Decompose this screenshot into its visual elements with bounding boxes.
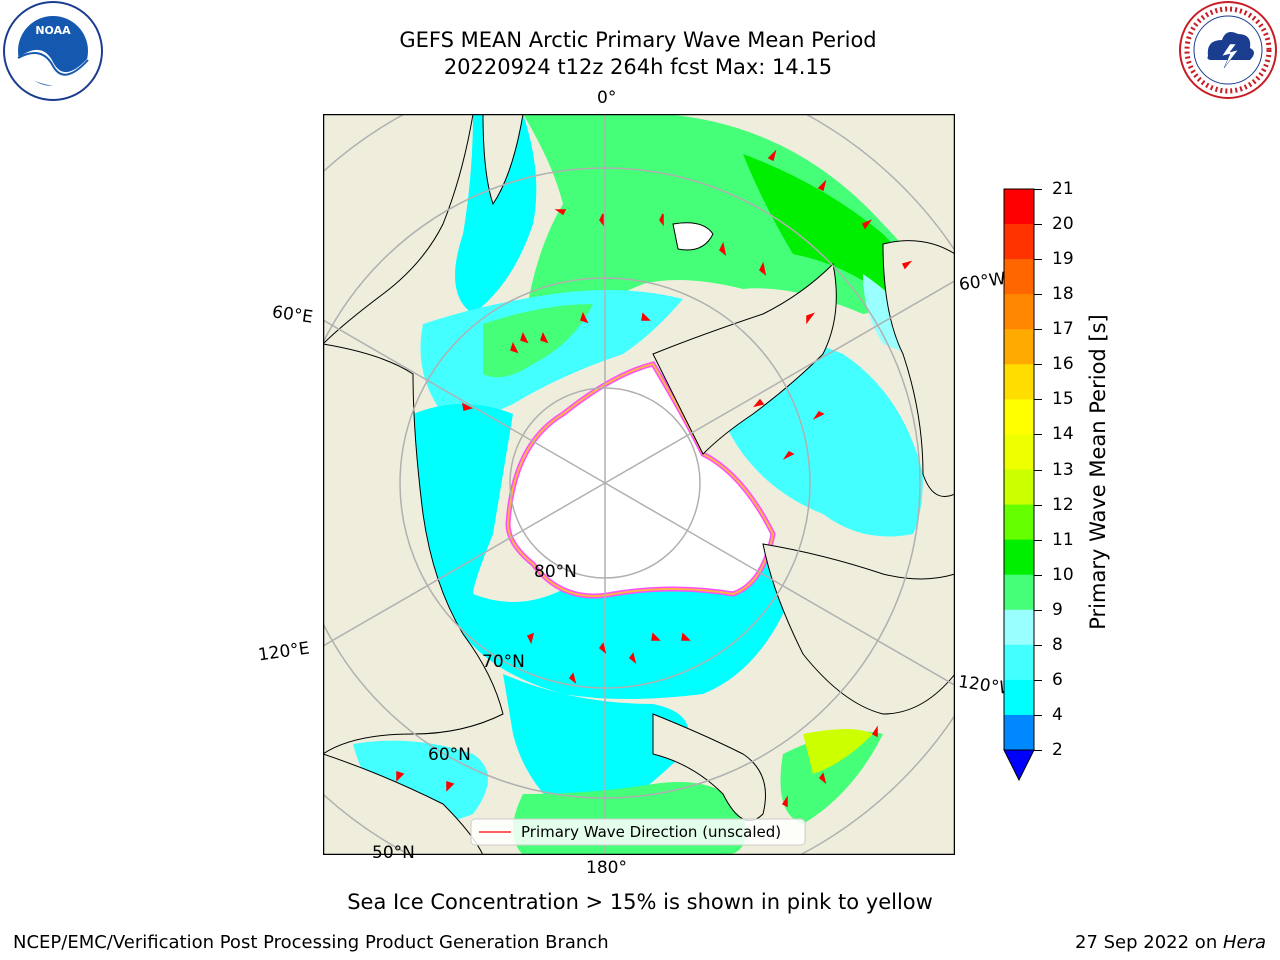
colorbar-tick-mark (1034, 329, 1042, 331)
colorbar-tick-label: 20 (1052, 214, 1074, 235)
lon-label-60e: 60°E (270, 302, 315, 328)
colorbar-extend-arrow (1003, 749, 1035, 782)
footer-credit: NCEP/EMC/Verification Post Processing Pr… (13, 932, 609, 953)
scandinavia-land (323, 114, 474, 345)
atlantic-long-period-field (743, 154, 923, 299)
colorbar-segment (1004, 539, 1034, 576)
siberian-shelf-field (413, 404, 790, 699)
colorbar-segment (1004, 504, 1034, 541)
footer-date: 27 Sep 2022 on Hera (1075, 932, 1266, 953)
colorbar-tick-mark (1034, 469, 1042, 471)
lon-label-0: 0° (597, 88, 617, 108)
footer-date-text: 27 Sep 2022 on (1075, 932, 1223, 953)
chukchi-field (503, 674, 689, 809)
colorbar-tick-label: 6 (1052, 669, 1063, 690)
kamchatka-land (323, 753, 484, 855)
lat-label-50n: 50°N (372, 843, 415, 863)
colorbar-segment (1004, 644, 1034, 681)
colorbar-tick-label: 16 (1052, 354, 1074, 375)
colorbar-segment (1004, 574, 1034, 611)
colorbar-segment (1004, 259, 1034, 295)
colorbar-tick-label: 18 (1052, 284, 1074, 305)
colorbar-tick-label: 12 (1052, 494, 1074, 515)
colorbar-tick-mark (1034, 504, 1042, 506)
ice-edge-orange (506, 362, 775, 597)
greenland-land (882, 240, 955, 497)
colorbar-tick-label: 19 (1052, 249, 1074, 270)
colorbar-segment (1004, 364, 1034, 400)
colorbar-tick-label: 21 (1052, 179, 1074, 199)
lon-label-180: 180° (586, 858, 627, 878)
svalbard-land (482, 114, 524, 206)
colorbar-segment (1004, 189, 1034, 225)
colorbar-tick-label: 2 (1052, 740, 1063, 760)
colorbar-tick-mark (1034, 364, 1042, 366)
colorbar-tick-mark (1034, 539, 1042, 541)
noaa-logo: NOAA (3, 1, 103, 101)
colorbar-segment (1004, 434, 1034, 470)
colorbar-tick-mark (1034, 679, 1042, 681)
colorbar-segment (1004, 679, 1034, 716)
legend-label: Primary Wave Direction (unscaled) (521, 823, 781, 841)
noaa-logo-text: NOAA (35, 24, 71, 37)
barents-field (420, 290, 683, 418)
iceland-land (672, 222, 714, 251)
colorbar-tick-label: 17 (1052, 319, 1074, 340)
lat-label-80n: 80°N (534, 562, 577, 582)
colorbar-tick-mark (1034, 189, 1042, 190)
gulf-of-alaska-field (780, 731, 883, 824)
lat-label-60n: 60°N (428, 745, 471, 765)
wave-direction-arrows (396, 149, 913, 808)
colorbar-tick-mark (1034, 294, 1042, 296)
colorbar-segment (1004, 469, 1034, 506)
colorbar-tick-mark (1034, 714, 1042, 716)
chart-title: GEFS MEAN Arctic Primary Wave Mean Perio… (399, 28, 877, 52)
colorbar-segment (1004, 609, 1034, 646)
colorbar-title: Primary Wave Mean Period [s] (1086, 314, 1110, 630)
barents-green-field (483, 304, 593, 378)
colorbar-segment (1004, 329, 1034, 365)
colorbar-tick-label: 8 (1052, 634, 1063, 655)
colorbar-tick-label: 13 (1052, 459, 1074, 480)
colorbar-tick-label: 10 (1052, 564, 1074, 585)
sea-ice-caption: Sea Ice Concentration > 15% is shown in … (347, 890, 933, 914)
nws-logo (1179, 1, 1277, 99)
colorbar-segment (1004, 294, 1034, 330)
footer-host: Hera (1222, 932, 1266, 953)
colorbar-tick-mark (1034, 399, 1042, 401)
colorbar (1003, 188, 1035, 782)
colorbar-segment (1004, 714, 1034, 751)
alaska-land (652, 713, 766, 822)
colorbar-tick-mark (1034, 434, 1042, 436)
central-ice-region (508, 364, 773, 596)
lon-label-120e: 120°E (256, 638, 311, 666)
norwegian-sea-field (455, 114, 537, 314)
colorbar-tick-mark (1034, 644, 1042, 646)
colorbar-tick-mark (1034, 609, 1042, 611)
lat-label-70n: 70°N (482, 652, 525, 672)
map-legend: Primary Wave Direction (unscaled) (470, 818, 806, 846)
colorbar-tick-mark (1034, 259, 1042, 261)
colorbar-tick-mark (1034, 750, 1042, 751)
colorbar-tick-label: 11 (1052, 529, 1074, 550)
colorbar-tick-mark (1034, 224, 1042, 226)
siberia-land (323, 343, 504, 755)
colorbar-tick-label: 14 (1052, 424, 1074, 445)
colorbar-segment (1004, 399, 1034, 435)
map-frame (323, 114, 955, 855)
colorbar-tick-label: 15 (1052, 389, 1074, 410)
chart-subtitle: 20220924 t12z 264h fcst Max: 14.15 (443, 55, 833, 79)
colorbar-tick-label: 9 (1052, 599, 1063, 620)
colorbar-tick-label: 4 (1052, 704, 1063, 725)
greenland-north-land (652, 262, 837, 455)
colorbar-segment (1004, 224, 1034, 260)
gulf-of-alaska-peak (803, 729, 873, 774)
colorbar-segments (1004, 189, 1034, 751)
colorbar-tick-mark (1034, 574, 1042, 576)
arctic-map: Primary Wave Direction (unscaled) (323, 114, 955, 855)
